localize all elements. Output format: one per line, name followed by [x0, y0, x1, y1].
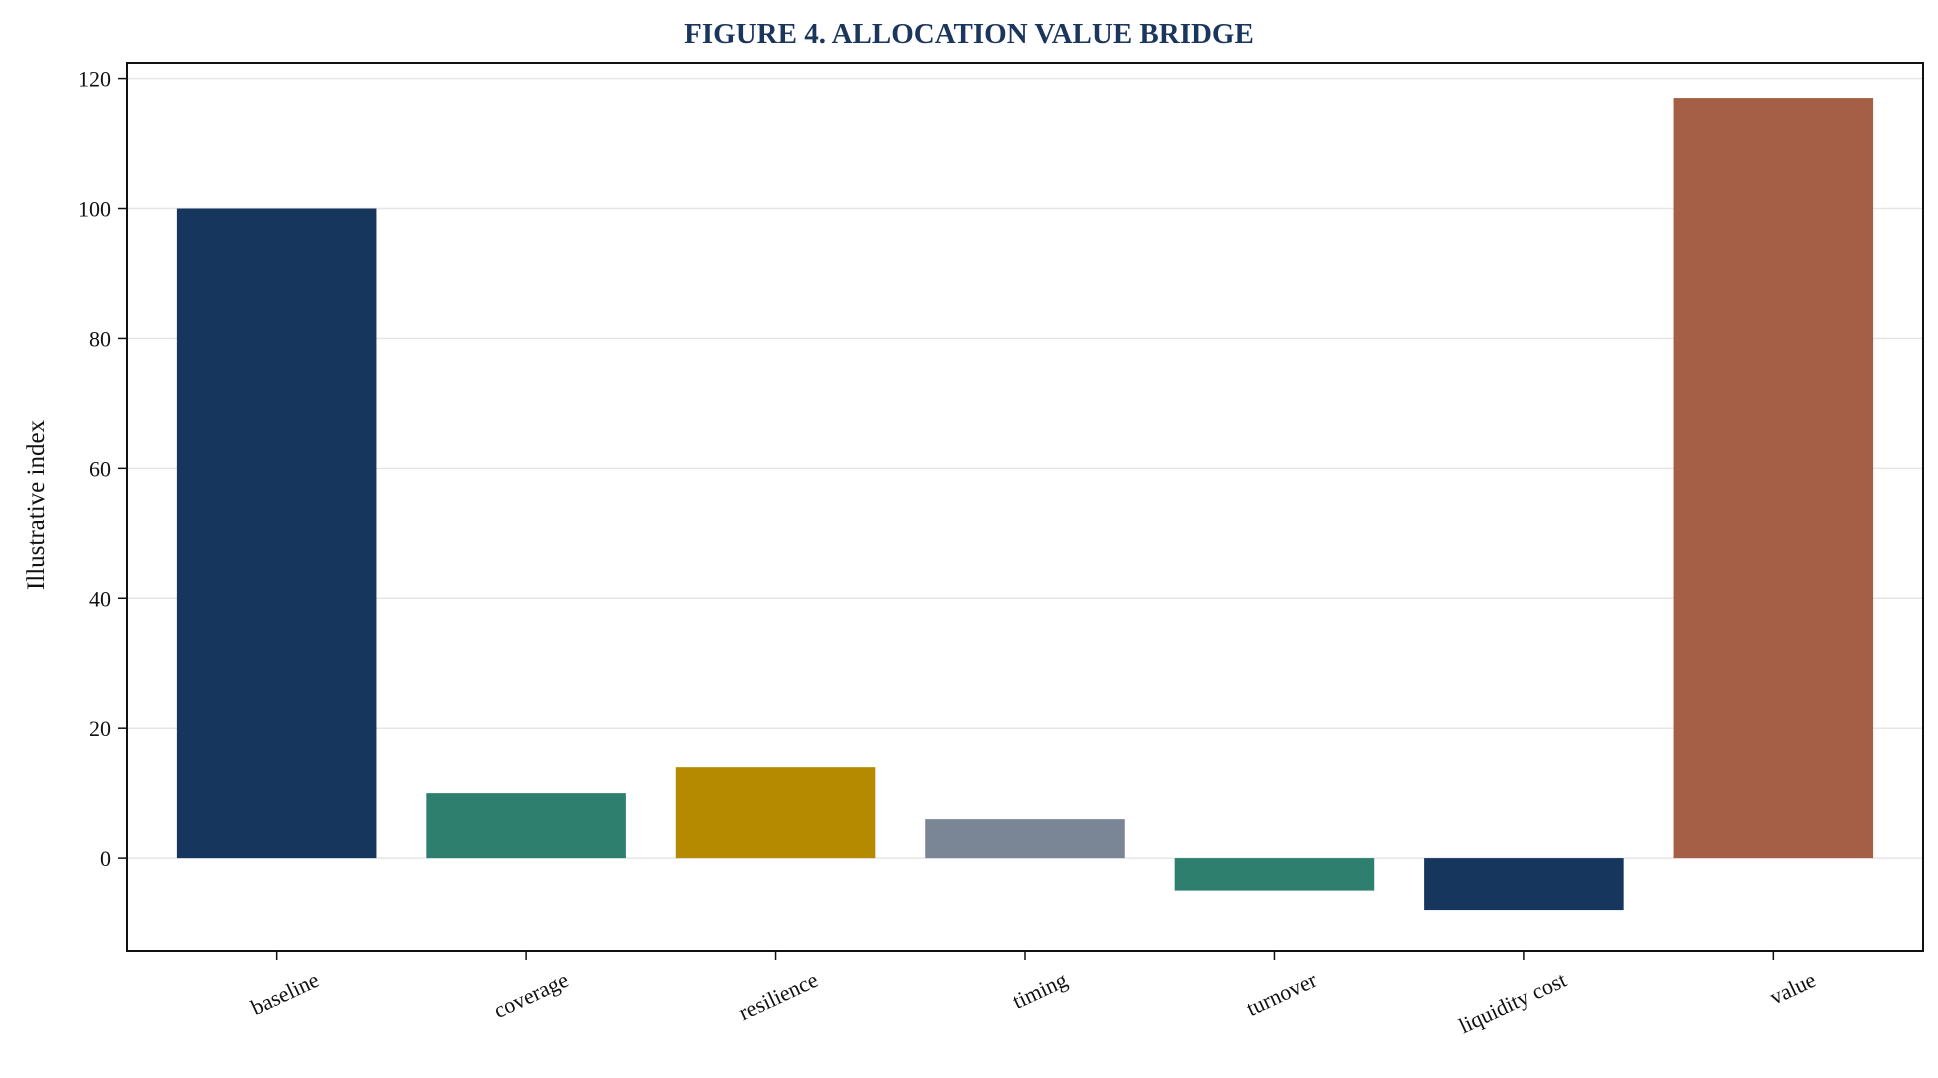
- x-tick-label: value: [1766, 967, 1820, 1010]
- y-tick-label: 20: [89, 716, 111, 741]
- bars: [176, 98, 1874, 911]
- bar-resilience: [675, 767, 876, 859]
- y-axis-ticks: 0 20 40 60 80 100 120: [78, 67, 127, 871]
- bar-value: [1673, 98, 1874, 859]
- bar-coverage: [426, 793, 626, 859]
- plot-frame: [126, 62, 1924, 952]
- y-tick-label: 120: [78, 67, 111, 92]
- x-axis-ticks: baseline coverage resilience timing turnover…: [247, 951, 1820, 1038]
- chart-title: FIGURE 4. ALLOCATION VALUE BRIDGE: [684, 18, 1254, 50]
- x-tick-label: coverage: [490, 967, 573, 1023]
- x-tick-label: timing: [1008, 967, 1071, 1014]
- y-axis-label: Illustrative index: [23, 419, 50, 590]
- bar-baseline: [176, 208, 377, 859]
- y-tick-label: 100: [78, 197, 111, 222]
- y-tick-label: 40: [89, 586, 111, 611]
- x-tick-label: liquidity cost: [1455, 967, 1570, 1038]
- gridlines: [127, 77, 1923, 859]
- bar-turnover: [1174, 858, 1375, 891]
- y-tick-label: 80: [89, 326, 111, 351]
- x-tick-label: resilience: [735, 967, 822, 1025]
- x-tick-label: baseline: [247, 967, 323, 1020]
- y-tick-label: 0: [100, 846, 111, 871]
- y-tick-label: 60: [89, 456, 111, 481]
- bar-timing: [925, 819, 1125, 859]
- x-tick-label: turnover: [1242, 967, 1321, 1021]
- bar-liquidity-cost: [1424, 858, 1624, 911]
